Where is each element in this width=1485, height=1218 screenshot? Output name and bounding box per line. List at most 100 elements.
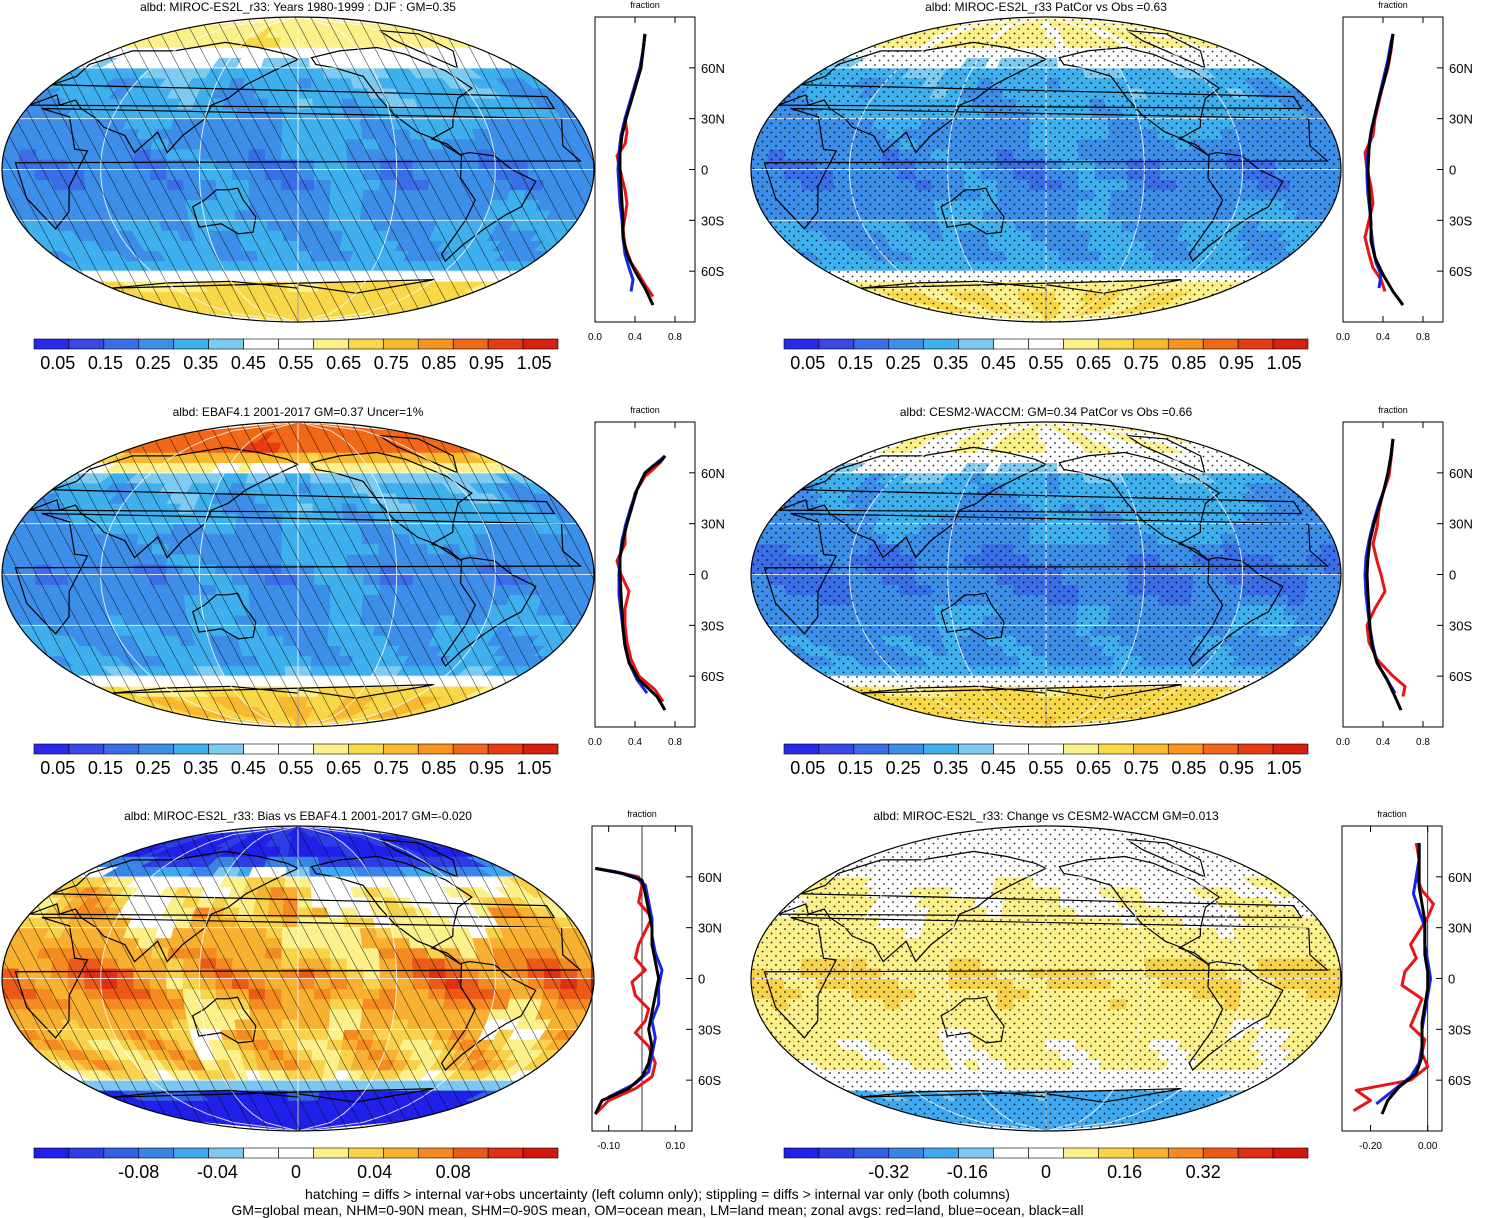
colorbar-label: 0.65 [1076, 758, 1111, 778]
colorbar-swatch [348, 1147, 384, 1159]
zonal-plot: fraction 60N 30N 0 30S 60S 0.0 0.4 0.8 [1336, 0, 1473, 343]
zonal-frame [594, 16, 696, 323]
lat-tick-label: 60N [701, 61, 725, 76]
lat-tick-label: 60S [698, 1073, 721, 1088]
colorbar-swatch [68, 1147, 105, 1159]
colorbar-swatch [1202, 743, 1239, 755]
zonal-line-all [1365, 438, 1403, 711]
colorbar-swatch [33, 338, 70, 350]
colorbar-swatch [173, 1147, 209, 1159]
colorbar-swatch [1167, 743, 1204, 755]
colorbar-swatch [313, 338, 349, 350]
colorbar-swatch [783, 743, 820, 755]
colorbar-swatch [1202, 1147, 1239, 1159]
colorbar-swatch [278, 743, 314, 755]
zonal-line-all [1366, 33, 1405, 306]
zonal-plot: fraction 60N 30N 0 30S 60S 0.0 0.4 0.8 [588, 0, 725, 343]
lat-tick-label: 60S [1449, 264, 1472, 279]
colorbar-swatch [417, 338, 454, 350]
lat-tick-label: 60N [1449, 61, 1473, 76]
colorbar-swatch [923, 1147, 959, 1159]
colorbar-swatch [888, 1147, 925, 1159]
zonal-line-ocean [617, 454, 666, 695]
stipple-overlay [751, 826, 1341, 1131]
panels-layer: albd: MIROC-ES2L_r33: Years 1980-1999 : … [1, 0, 1473, 1182]
colorbar-label: 0.75 [374, 758, 409, 778]
map [2, 17, 594, 322]
zonal-title: fraction [1378, 405, 1408, 415]
x-tick-label: 0.0 [588, 332, 602, 343]
zonal-line-land [615, 454, 667, 703]
lat-tick-label: 0 [1449, 568, 1456, 583]
colorbar-swatch [522, 1147, 559, 1159]
zonal-plot: fraction 60N 30N 0 30S 60S -0.10 0.10 [591, 809, 722, 1152]
colorbar-label: 0.05 [40, 758, 75, 778]
colorbar-label: 0.75 [1124, 758, 1159, 778]
colorbar-swatch [958, 743, 994, 755]
stipple-overlay [751, 422, 1341, 727]
colorbar-label: 0.25 [886, 353, 921, 373]
colorbar-label: 0.16 [1107, 1162, 1142, 1182]
panel-title: albd: CESM2-WACCM: GM=0.34 PatCor vs Obs… [900, 405, 1193, 419]
lat-tick-label: 60S [1449, 669, 1472, 684]
lat-tick-label: 30S [698, 1022, 721, 1037]
lat-tick-label: 0 [701, 568, 708, 583]
zonal-line-all [618, 454, 667, 711]
colorbar-label: -0.08 [118, 1162, 159, 1182]
footnote-line-1: hatching = diffs > internal var+obs unce… [305, 1186, 1010, 1202]
colorbar-label: 0.95 [1219, 353, 1254, 373]
panel-1: albd: MIROC-ES2L_r33: Years 1980-1999 : … [1, 0, 725, 373]
colorbar-swatch [208, 338, 244, 350]
lat-tick-label: 30S [1449, 213, 1472, 228]
zonal-title: fraction [630, 0, 660, 10]
colorbar-swatch [1098, 1147, 1134, 1159]
lat-tick-label: 0 [1449, 163, 1456, 178]
colorbar-swatch [348, 338, 384, 350]
colorbar-label: 0.35 [933, 758, 968, 778]
colorbar-swatch [1167, 1147, 1204, 1159]
colorbar-label: 0.05 [40, 353, 75, 373]
panel-title: albd: EBAF4.1 2001-2017 GM=0.37 Uncer=1% [173, 405, 424, 419]
zonal-title: fraction [1378, 0, 1408, 10]
lat-tick-label: 60N [701, 466, 725, 481]
colorbar: 0.05 0.15 0.25 0.35 0.45 0.55 0.65 0.75 0.85 0.95… [783, 743, 1309, 778]
colorbar-swatch [173, 338, 209, 350]
x-tick-label: 0.8 [668, 737, 682, 748]
map [2, 826, 594, 1131]
colorbar-swatch [243, 338, 279, 350]
colorbar-swatch [1028, 338, 1064, 350]
colorbar-label: 0.05 [790, 353, 825, 373]
panel-2: albd: MIROC-ES2L_r33 PatCor vs Obs =0.63… [750, 0, 1473, 373]
colorbar-label: 0.05 [790, 758, 825, 778]
x-tick-label: 0.4 [1376, 737, 1390, 748]
colorbar-label: 0.85 [1171, 353, 1206, 373]
colorbar-swatch [1272, 1147, 1309, 1159]
colorbar-swatch [783, 1147, 820, 1159]
colorbar-label: 0.65 [326, 353, 361, 373]
colorbar-swatch [993, 338, 1029, 350]
colorbar-label: 0.75 [1124, 353, 1159, 373]
map-border [750, 16, 1342, 323]
colorbar-swatch [243, 1147, 279, 1159]
colorbar-swatch [103, 1147, 140, 1159]
lat-tick-label: 60N [1449, 466, 1473, 481]
colorbar-swatch [138, 338, 175, 350]
panel-title: albd: MIROC-ES2L_r33 PatCor vs Obs =0.63 [925, 0, 1167, 14]
colorbar-swatch [1167, 338, 1204, 350]
colorbar-swatch [138, 743, 175, 755]
x-tick-label: 0.8 [1416, 737, 1430, 748]
colorbar-label: 0.95 [469, 758, 504, 778]
zonal-line-all [593, 866, 661, 1115]
colorbar-label: 0 [291, 1162, 301, 1182]
x-tick-label: 0.0 [1336, 332, 1350, 343]
colorbar-label: 0.32 [1186, 1162, 1221, 1182]
hatch-overlay [2, 422, 594, 727]
colorbar-label: 0 [1041, 1162, 1051, 1182]
colorbar-swatch [278, 1147, 314, 1159]
zonal-line-ocean [1365, 33, 1395, 289]
colorbar-label: 0.45 [981, 353, 1016, 373]
colorbar-label: 0.25 [136, 353, 171, 373]
colorbar-swatch [1133, 338, 1169, 350]
colorbar-swatch [173, 743, 209, 755]
